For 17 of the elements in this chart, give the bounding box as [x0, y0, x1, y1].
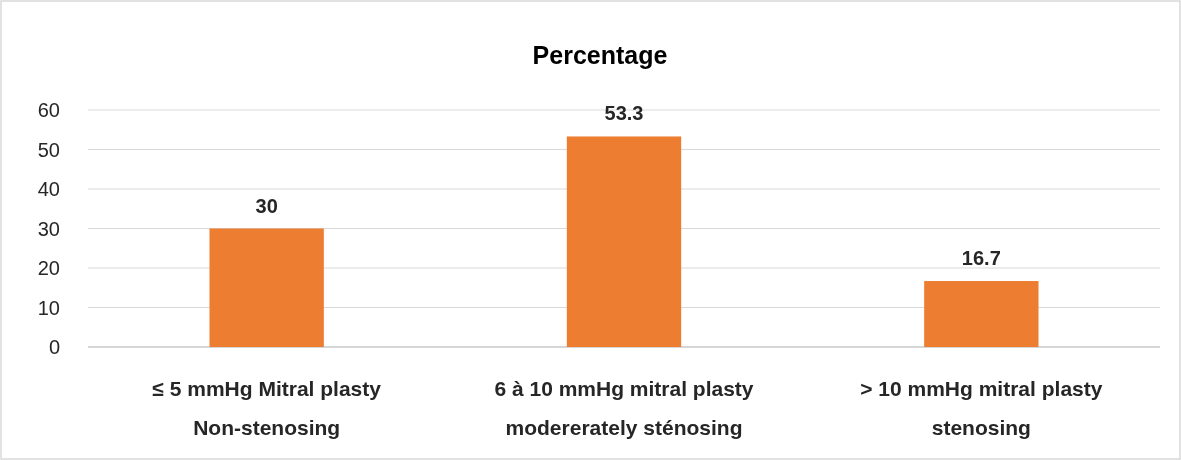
y-tick-label: 10	[37, 296, 60, 319]
data-label: 16.7	[961, 247, 1001, 270]
bar	[924, 281, 1039, 347]
y-tick-label: 40	[37, 178, 60, 200]
chart-title: Percentage	[532, 41, 668, 69]
y-tick-label: 0	[48, 336, 60, 358]
y-tick-label: 60	[37, 99, 60, 121]
data-label: 53.3	[604, 102, 644, 125]
bar	[209, 228, 324, 347]
x-tick-label: > 10 mmHg mitral plasty stenosing	[860, 377, 1103, 439]
y-tick-label: 20	[37, 257, 60, 279]
bar	[566, 136, 682, 347]
x-tick-label: ≤ 5 mmHg Mitral plasty Non-stenosing	[152, 377, 382, 439]
x-tick-label: 6 à 10 mmHg mitral plasty modererately sténosing	[494, 377, 754, 439]
y-tick-label: 30	[37, 217, 60, 240]
y-tick-label: 50	[37, 138, 60, 161]
data-label: 30	[255, 194, 278, 217]
